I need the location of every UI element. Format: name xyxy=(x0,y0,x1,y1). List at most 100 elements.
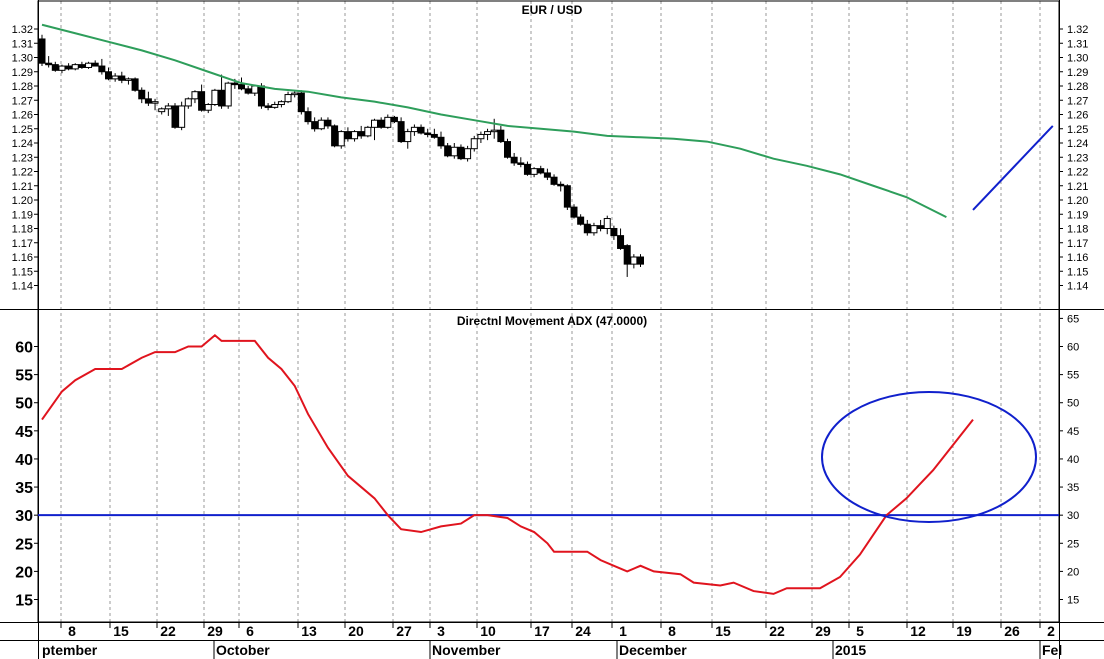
candle-body xyxy=(617,235,625,249)
x-tick-label: 17 xyxy=(534,623,550,639)
candle-body xyxy=(211,89,219,106)
candle-body xyxy=(158,108,166,113)
y-tick-label: 1.16 xyxy=(12,252,33,264)
y-tick-label: 1.28 xyxy=(1067,81,1088,93)
highlight-ellipse xyxy=(821,391,1037,523)
x-tick-label: 1 xyxy=(619,623,627,639)
candle-body xyxy=(204,104,212,111)
candle-body xyxy=(410,126,418,133)
y-tick-label: 1.22 xyxy=(12,167,33,179)
y-tick-label: 60 xyxy=(1067,342,1079,354)
x-tick-label: 19 xyxy=(956,623,972,639)
y-tick-label: 1.26 xyxy=(1067,110,1088,122)
y-tick-label: 1.32 xyxy=(12,24,33,36)
x-tick-label: 8 xyxy=(68,623,76,639)
candle-body xyxy=(311,121,319,130)
candle-body xyxy=(590,225,598,234)
y-tick-label: 25 xyxy=(1067,538,1079,550)
y-tick-label: 55 xyxy=(15,368,33,385)
candle-body xyxy=(437,136,445,147)
candle-body xyxy=(178,105,186,128)
x-tick-label: 8 xyxy=(668,623,676,639)
candle-body xyxy=(630,256,638,265)
y-tick-label: 50 xyxy=(1067,398,1079,410)
y-tick-label: 1.29 xyxy=(12,67,33,79)
y-tick-label: 50 xyxy=(15,396,33,413)
candle-body xyxy=(65,65,73,70)
month-label: November xyxy=(432,642,501,658)
candle-body xyxy=(324,119,332,127)
candle-body xyxy=(224,82,232,107)
y-tick-label: 1.21 xyxy=(12,181,33,193)
moving-average-line xyxy=(41,23,947,218)
y-tick-label: 1.31 xyxy=(12,38,33,50)
candle-body xyxy=(251,85,259,94)
candle-body xyxy=(85,62,93,68)
y-tick-label: 1.18 xyxy=(12,224,33,236)
plot-border xyxy=(37,0,1060,623)
candle-body xyxy=(397,121,405,143)
y-tick-label: 40 xyxy=(1067,454,1079,466)
x-tick-label: 22 xyxy=(769,623,785,639)
y-tick-label: 1.14 xyxy=(1067,281,1088,293)
y-tick-label: 1.29 xyxy=(1067,67,1088,79)
candle-body xyxy=(218,89,226,107)
x-tick-label: 27 xyxy=(396,623,412,639)
y-tick-label: 20 xyxy=(1067,566,1079,578)
x-tick-label: 6 xyxy=(246,623,254,639)
x-tick-label: 26 xyxy=(1004,623,1020,639)
candle-body xyxy=(504,141,511,158)
x-tick-label: 20 xyxy=(348,623,364,639)
y-tick-label: 30 xyxy=(15,508,33,525)
candle-body xyxy=(417,126,425,134)
candle-body xyxy=(404,131,412,143)
candle-body xyxy=(284,94,292,103)
candle-body xyxy=(570,206,578,218)
y-tick-label: 1.19 xyxy=(1067,209,1088,221)
candle-body xyxy=(390,116,398,123)
candle-body xyxy=(450,146,458,157)
x-tick-label: 15 xyxy=(715,623,731,639)
y-tick-label: 1.24 xyxy=(1067,138,1088,150)
candle-body xyxy=(291,92,299,96)
y-tick-label: 30 xyxy=(1067,510,1079,522)
candle-body xyxy=(124,78,132,81)
candle-body xyxy=(583,223,591,234)
y-tick-label: 1.17 xyxy=(1067,238,1088,250)
candle-body xyxy=(510,156,518,164)
y-tick-label: 1.16 xyxy=(1067,252,1088,264)
candle-body xyxy=(563,185,571,208)
y-tick-label: 1.15 xyxy=(1067,266,1088,278)
candle-body xyxy=(98,65,106,73)
candle-body xyxy=(144,98,152,104)
y-tick-label: 15 xyxy=(1067,595,1079,607)
candle-body xyxy=(297,92,305,113)
candle-body xyxy=(58,65,66,71)
candle-body xyxy=(557,183,565,187)
adx-line xyxy=(41,333,974,595)
y-tick-label: 35 xyxy=(1067,482,1079,494)
candle-body xyxy=(91,62,99,67)
candle-body xyxy=(470,138,478,150)
candle-body xyxy=(51,64,59,71)
candle-body xyxy=(231,82,239,86)
x-tick-label: 2 xyxy=(1047,623,1055,639)
y-tick-label: 1.18 xyxy=(1067,224,1088,236)
candle-body xyxy=(277,101,285,106)
candle-body xyxy=(497,129,505,143)
y-tick-label: 1.20 xyxy=(12,195,33,207)
candle-body xyxy=(131,78,139,91)
y-tick-label: 1.27 xyxy=(12,95,33,107)
y-tick-label: 1.19 xyxy=(12,209,33,221)
candle-body xyxy=(257,85,265,107)
candle-body xyxy=(384,116,392,128)
candle-body xyxy=(377,119,385,128)
candle-body xyxy=(637,256,644,265)
y-tick-label: 40 xyxy=(15,452,33,469)
candle-body xyxy=(603,218,611,229)
candle-body xyxy=(337,131,345,147)
candle-body xyxy=(105,71,112,80)
candle-body xyxy=(543,172,551,178)
candle-body xyxy=(45,62,53,66)
